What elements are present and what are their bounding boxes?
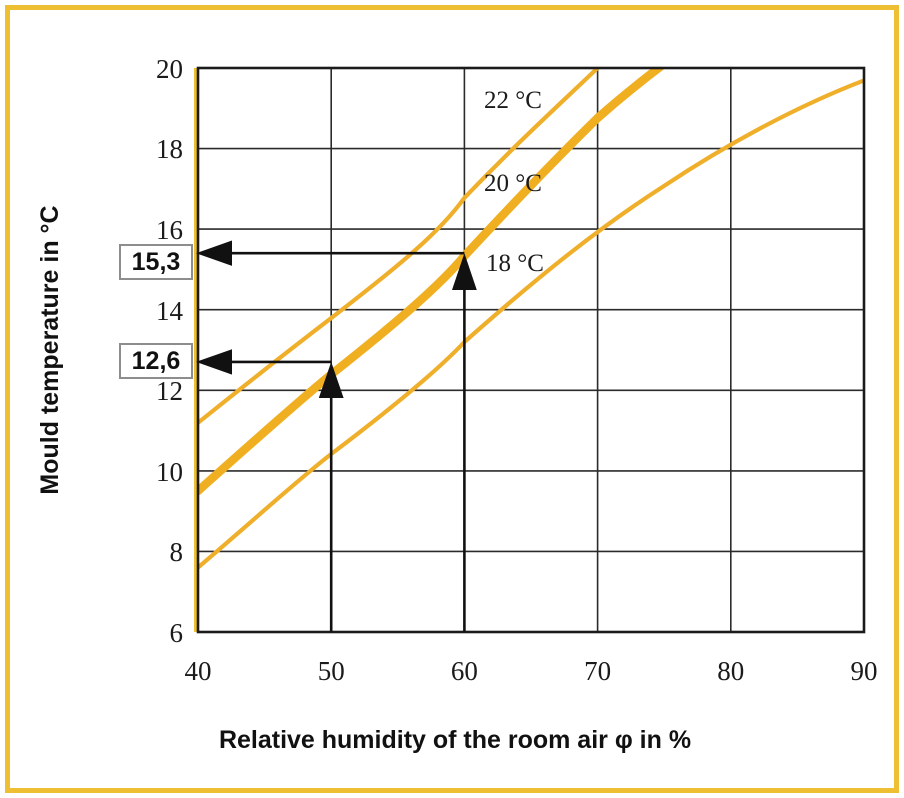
y-axis-tick-labels: 20 18 16 14 12 10 8 6: [156, 54, 184, 648]
x-tick-90: 90: [851, 656, 878, 686]
y-axis-title: Mould temperature in °C: [36, 205, 64, 494]
x-tick-70: 70: [584, 656, 611, 686]
callout-12-6: 12,6: [119, 343, 193, 379]
callout-box-12-6: [119, 343, 193, 379]
plot-area-border: [196, 66, 866, 634]
callout-15-3: 15,3: [119, 244, 193, 280]
arrow-head-left-12-6: [196, 349, 232, 375]
y-tick-20: 20: [156, 54, 183, 84]
curve-18c: [198, 78, 864, 570]
y-tick-10: 10: [156, 457, 183, 487]
grid-lines: [198, 68, 864, 632]
y-tick-6: 6: [170, 618, 184, 648]
y-tick-8: 8: [170, 537, 184, 567]
curve-label-20c: 20 °C: [484, 170, 542, 197]
y-tick-16: 16: [156, 215, 183, 245]
curve-20c: [198, 68, 666, 496]
arrow-head-up-50: [318, 361, 344, 398]
x-tick-60: 60: [451, 656, 478, 686]
annotation-50-to-12-6: [196, 349, 344, 632]
x-tick-80: 80: [717, 656, 744, 686]
x-axis-tick-labels: 40 50 60 70 80 90: [185, 656, 878, 686]
x-axis-title: Relative humidity of the room air φ in %: [219, 726, 691, 754]
arrow-head-left-15-3: [196, 240, 232, 266]
y-tick-18: 18: [156, 134, 183, 164]
curve-labels: 22 °C 20 °C 18 °C: [484, 87, 544, 277]
y-tick-12: 12: [156, 376, 183, 406]
curve-label-18c: 18 °C: [486, 250, 544, 277]
arrow-head-up-60: [452, 253, 477, 290]
callout-label-12-6: 12,6: [132, 347, 181, 375]
annotation-60-to-15-3: [196, 240, 477, 632]
x-tick-40: 40: [185, 656, 212, 686]
x-tick-50: 50: [318, 656, 345, 686]
callout-label-15-3: 15,3: [132, 248, 181, 276]
y-tick-14: 14: [156, 296, 184, 326]
curve-22c: [198, 68, 601, 425]
plot-frame: [194, 66, 866, 634]
callout-box-15-3: [119, 244, 193, 280]
curve-label-22c: 22 °C: [484, 87, 542, 114]
